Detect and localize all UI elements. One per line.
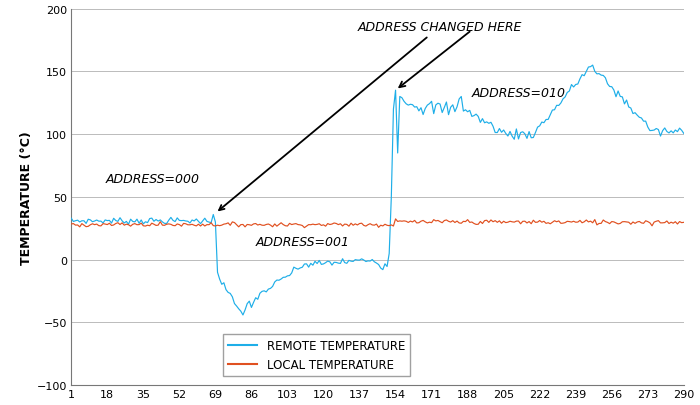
Text: ADDRESS=000: ADDRESS=000: [105, 173, 200, 185]
Legend: REMOTE TEMPERATURE, LOCAL TEMPERATURE: REMOTE TEMPERATURE, LOCAL TEMPERATURE: [223, 335, 410, 376]
Text: ADDRESS CHANGED HERE: ADDRESS CHANGED HERE: [219, 21, 522, 211]
Text: ADDRESS=001: ADDRESS=001: [256, 235, 350, 248]
Y-axis label: TEMPERATURE (°C): TEMPERATURE (°C): [20, 131, 33, 264]
Text: ADDRESS=010: ADDRESS=010: [472, 87, 566, 100]
